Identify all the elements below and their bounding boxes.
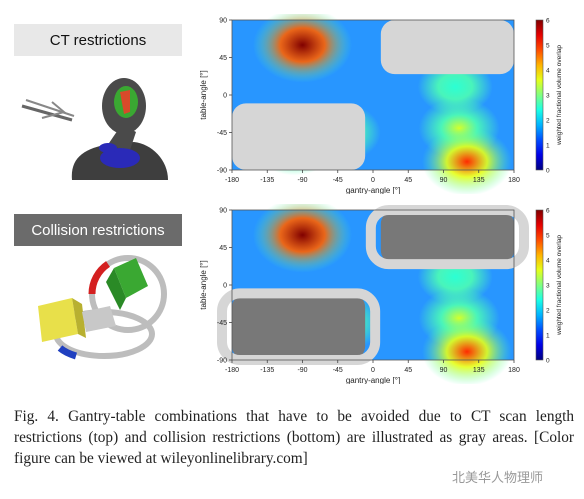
y-tick-label: 0: [223, 283, 227, 290]
heatmap-hotspot-0: [253, 204, 352, 273]
restricted-region-1: [232, 293, 366, 360]
colorbar-tick-label: 5: [546, 233, 550, 240]
y-tick-label: -45: [217, 130, 227, 137]
colorbar-tick-label: 5: [546, 43, 550, 50]
y-tick-label: 90: [219, 208, 227, 215]
x-tick-label: 90: [440, 367, 448, 374]
colorbar: [535, 209, 544, 361]
x-tick-label: -45: [333, 367, 343, 374]
x-tick-label: 0: [371, 367, 375, 374]
y-tick-label: 45: [219, 55, 227, 62]
x-axis-label: gantry-angle [°]: [346, 376, 400, 384]
restricted-region-0: [380, 20, 514, 75]
x-tick-label: 180: [508, 177, 520, 184]
restricted-region-0: [380, 210, 514, 265]
caption-text: Gantry-table combinations that have to b…: [14, 408, 575, 467]
colorbar-tick-label: 2: [546, 308, 550, 315]
x-tick-label: 135: [473, 367, 485, 374]
ct-heatmap-chart: -180 -135 -90 -45 0 45 90 135 180-90-4504590gant…: [199, 14, 563, 194]
heatmap-hotspot-4: [422, 317, 512, 384]
y-tick-label: -90: [217, 168, 227, 175]
colorbar-tick-label: 1: [546, 143, 550, 150]
patient-head-illustration: [21, 78, 168, 180]
x-tick-label: -90: [297, 177, 307, 184]
colorbar-tick-label: 6: [546, 208, 550, 215]
x-tick-label: -90: [297, 367, 307, 374]
collision-heatmap-chart: -180 -135 -90 -45 0 45 90 135 180-90-4504590gant…: [199, 204, 563, 384]
x-tick-label: -180: [225, 177, 239, 184]
collision-geometry-illustration: [38, 255, 167, 360]
y-axis-label: table-angle [°]: [199, 260, 208, 309]
x-tick-label: -135: [260, 367, 274, 374]
y-tick-label: 45: [219, 245, 227, 252]
y-tick-label: 0: [223, 93, 227, 100]
heatmap-hotspot-0: [253, 14, 352, 83]
watermark: 北美华人物理师: [452, 471, 544, 486]
x-tick-label: -180: [225, 367, 239, 374]
colorbar: [535, 19, 544, 171]
y-tick-label: -45: [217, 320, 227, 327]
colorbar-tick-label: 4: [546, 258, 550, 265]
colorbar-tick-label: 2: [546, 118, 550, 125]
colorbar-tick-label: 0: [546, 168, 550, 175]
colorbar-label: weighted fractional volume overlap: [556, 45, 563, 146]
heatmap-hotspot-4: [422, 127, 512, 194]
x-tick-label: -135: [260, 177, 274, 184]
colorbar-tick-label: 3: [546, 283, 550, 290]
restricted-region-1: [232, 103, 366, 170]
x-tick-label: -45: [333, 177, 343, 184]
x-tick-label: 135: [473, 177, 485, 184]
colorbar-tick-label: 1: [546, 333, 550, 340]
colorbar-tick-label: 4: [546, 68, 550, 75]
x-tick-label: 180: [508, 367, 520, 374]
x-axis-label: gantry-angle [°]: [346, 186, 400, 194]
figure-caption: Fig. 4. Gantry-table combinations that h…: [14, 406, 574, 469]
caption-prefix: Fig. 4.: [14, 408, 59, 425]
y-axis-label: table-angle [°]: [199, 70, 208, 119]
colorbar-label: weighted fractional volume overlap: [556, 235, 563, 336]
x-tick-label: 45: [404, 177, 412, 184]
y-tick-label: 90: [219, 18, 227, 25]
x-tick-label: 0: [371, 177, 375, 184]
collision-restrictions-label: Collision restrictions: [14, 214, 182, 246]
y-tick-label: -90: [217, 358, 227, 365]
colorbar-tick-label: 3: [546, 93, 550, 100]
colorbar-tick-label: 6: [546, 18, 550, 25]
x-tick-label: 90: [440, 177, 448, 184]
colorbar-tick-label: 0: [546, 358, 550, 365]
x-tick-label: 45: [404, 367, 412, 374]
ct-restrictions-label: CT restrictions: [14, 24, 182, 56]
